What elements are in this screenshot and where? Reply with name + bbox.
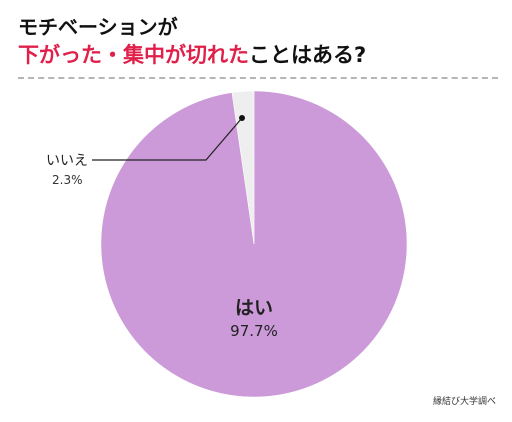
slice-value-iie: 2.3%	[52, 173, 83, 187]
chart-title: モチベーションが 下がった・集中が切れたことはある?	[18, 14, 366, 70]
dashed-divider	[18, 77, 498, 79]
title-rest-text: ことはある?	[249, 43, 367, 67]
leader-dot	[239, 115, 245, 121]
pie-slices	[100, 90, 408, 398]
title-accent-text: 下がった・集中が切れた	[18, 43, 249, 67]
pie-slice-iie	[231, 90, 255, 245]
slice-value-hai: 97.7%	[230, 322, 278, 340]
title-line-1: モチベーションが	[18, 15, 178, 39]
title-line-2: 下がった・集中が切れたことはある?	[18, 40, 366, 70]
leader-line	[92, 117, 243, 161]
slice-label-hai: はい	[235, 297, 273, 319]
slice-label-iie: いいえ	[46, 153, 88, 169]
source-note: 縁結び大学調べ	[432, 397, 496, 407]
